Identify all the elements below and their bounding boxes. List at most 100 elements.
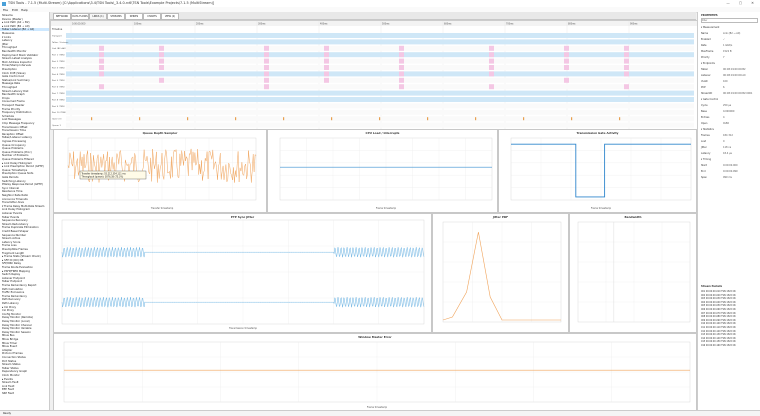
tree-item[interactable]: Bandwidth Monitor — [2, 50, 27, 53]
packets-table-row[interactable]: 011 00:00:00.110 TSN 1522 OK — [701, 326, 736, 329]
tree-item[interactable]: CLI Proxy — [2, 309, 14, 313]
tree-item[interactable]: Deployment Stack Validator — [2, 53, 39, 57]
tree-item[interactable]: Cmp Message Frequency — [2, 122, 35, 125]
timeline-event[interactable] — [264, 52, 269, 58]
tree-item[interactable]: Announce Timeouts — [2, 197, 28, 201]
tree-item[interactable]: Streams — [2, 14, 13, 17]
timeline-event[interactable] — [489, 45, 494, 51]
tree-item[interactable]: Delay Monitor (Remote) — [2, 316, 33, 320]
property-value[interactable]: 250 µs — [723, 104, 732, 107]
tree-item[interactable]: Transmission Time — [2, 129, 26, 133]
property-value[interactable]: 6 — [723, 86, 725, 89]
tree-item[interactable]: ▸ Events — [2, 377, 13, 381]
timeline-lane[interactable] — [66, 109, 694, 115]
tree-item[interactable]: Frame Route Evaluation — [2, 266, 33, 269]
timeline-event[interactable] — [264, 84, 269, 90]
tree-item[interactable]: Frame Loss — [2, 244, 17, 248]
tree-item[interactable]: Frequency Distribution — [2, 111, 32, 115]
timeline-event[interactable] — [159, 65, 164, 70]
tree-item[interactable]: Listener Endpoint — [2, 276, 25, 280]
timeline-event[interactable] — [489, 52, 494, 58]
tree-item[interactable]: Residence Time — [2, 190, 23, 194]
tree-item[interactable]: Status/Link Summary — [2, 78, 30, 82]
tree-item[interactable]: Drops — [2, 96, 10, 100]
property-value[interactable]: 7 — [723, 56, 725, 59]
properties-filter-input[interactable] — [701, 18, 758, 23]
timeline-event[interactable] — [324, 52, 329, 58]
timeline-lane[interactable] — [66, 45, 694, 51]
timeline-event[interactable] — [159, 77, 164, 83]
tree-item[interactable]: Queue Occupancy — [2, 143, 26, 147]
packets-table-row[interactable]: 006 00:00:00.060 TSN 1522 OK — [701, 308, 736, 311]
tree-item[interactable]: Number of Problems — [2, 154, 29, 158]
timeline-lane[interactable] — [66, 77, 694, 83]
tree-item[interactable]: Stream Redundancy — [2, 222, 29, 226]
timeline-event[interactable] — [564, 52, 569, 58]
property-value[interactable]: 18.4 µs — [723, 152, 732, 155]
property-value[interactable]: ✓ — [723, 38, 726, 41]
packets-table-row[interactable]: 003 00:00:00.030 TSN 1522 OK — [701, 297, 736, 301]
timeline-event[interactable] — [399, 71, 404, 77]
timeline-event[interactable] — [324, 77, 329, 83]
property-value[interactable]: 0.000000 — [723, 110, 735, 113]
tree-item[interactable]: SRP Fault — [2, 392, 15, 395]
timeline-event[interactable] — [399, 77, 404, 83]
tree-item[interactable]: Throughput — [2, 86, 18, 89]
tree-item[interactable]: Timer/Stamp Intervals — [2, 64, 31, 68]
timeline-event[interactable] — [99, 52, 104, 58]
chart-jitter-pdf[interactable]: Jitter PDF — [432, 213, 569, 333]
chart-queue-depth[interactable]: Queue Depth Sampler Transfer timestamp: … — [53, 129, 267, 213]
tree-item[interactable]: Bandwidth Graph — [2, 93, 25, 97]
packets-table-row[interactable]: 015 00:00:00.150 TSN 1522 OK — [701, 340, 736, 344]
timeline-event[interactable] — [159, 58, 164, 64]
property-value[interactable]: 118 ns — [723, 146, 732, 149]
tab-charts[interactable]: CHARTS — [143, 13, 161, 20]
tree-item[interactable]: Frame Redundancy — [2, 294, 27, 298]
properties-panel[interactable]: PROPERTIES ▾ Measurement Name Link (B2 → A… — [697, 12, 760, 415]
tree-item[interactable]: Clock Monitor — [2, 374, 20, 377]
menu-file[interactable]: File — [3, 8, 9, 12]
tree-item[interactable]: Delay Monitor Variable — [2, 327, 32, 331]
tree-item[interactable]: Consumed Frame — [2, 100, 25, 104]
timeline-event[interactable] — [624, 71, 629, 77]
timeline-event[interactable] — [624, 45, 629, 51]
timeline-event[interactable] — [489, 65, 494, 70]
tree-item[interactable]: Gate Periods — [2, 176, 19, 179]
tab-network[interactable]: NETWORK — [53, 13, 71, 20]
tree-item[interactable]: Message Rate — [2, 82, 21, 86]
timeline-event[interactable] — [324, 65, 329, 70]
tree-item[interactable]: Latency Score — [2, 240, 21, 244]
tree-item[interactable]: Frame Redundancy Report — [2, 284, 37, 287]
tree-item[interactable]: Switch Replay — [2, 273, 21, 277]
timeline-lane[interactable] — [66, 33, 694, 38]
tree-item[interactable]: Queue Problems — [2, 147, 24, 151]
tree-item[interactable]: Sequence Recovery — [2, 219, 28, 223]
timeline-canvas[interactable]: 0:00:00:000 100ms 200ms 300ms 400ms 500ms 600m… — [51, 21, 697, 129]
timeline-event[interactable] — [564, 45, 569, 51]
tree-item[interactable]: ▸ PSFP/FRER Mapping — [2, 269, 30, 273]
tree-item[interactable]: Preemptible Frames — [2, 248, 28, 251]
property-value[interactable]: 0:00:00.999 — [723, 170, 738, 173]
property-value[interactable]: 00:1B:19:00:00:A0 — [723, 74, 746, 77]
timeline-event[interactable] — [159, 45, 164, 51]
tree-item[interactable]: ▸ Frame Stats (Stream Check) — [2, 255, 41, 259]
tree-item[interactable]: Link Fault — [2, 384, 15, 388]
tree-item[interactable]: Delay Monitor (Local) — [2, 320, 30, 323]
tree-item[interactable]: Sync Interval — [2, 186, 20, 190]
tree-item[interactable]: Path Calculation — [2, 287, 23, 291]
timeline-event[interactable] — [564, 58, 569, 64]
tree-item[interactable]: Jitter — [2, 42, 9, 46]
property-value[interactable]: 1 Gbit/s — [723, 44, 733, 47]
packets-table-row[interactable]: 013 00:00:00.130 TSN 1522 OK — [701, 333, 736, 337]
tree-item[interactable]: Listener Events — [2, 212, 23, 215]
timeline-event[interactable] — [264, 58, 269, 64]
packets-table-row[interactable]: 010 00:00:00.100 TSN 1522 OK — [701, 322, 736, 326]
timeline-event[interactable] — [624, 58, 629, 64]
tree-item[interactable]: ▸ SFP DI (RX) DB — [2, 258, 24, 262]
tree-item[interactable]: Transport Header — [2, 104, 25, 107]
tree-item[interactable]: Transmission Offset — [2, 125, 28, 129]
packets-table-row[interactable]: 009 00:00:00.090 TSN 1522 OK — [701, 318, 736, 322]
property-value[interactable]: 00:1B:19:00:00:B2:0001 — [723, 92, 753, 95]
project-tree-panel[interactable]: Streams Device (Master) ▸ Link Path (A0 → … — [0, 12, 50, 415]
timeline-event[interactable] — [489, 71, 494, 77]
